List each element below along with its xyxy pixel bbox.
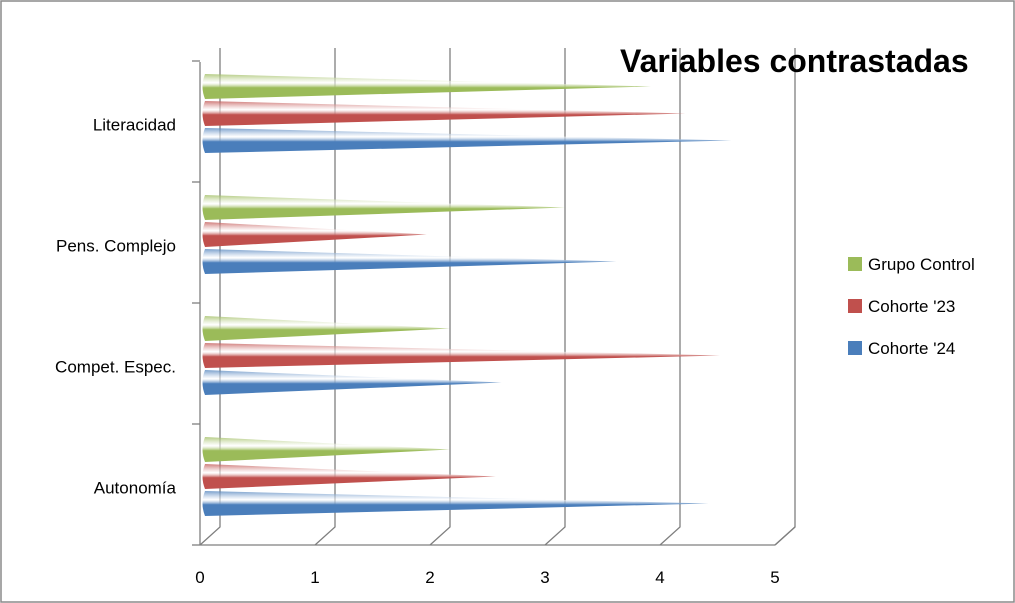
bar (202, 101, 686, 126)
y-tick-label: Pens. Complejo (56, 237, 176, 256)
axes (192, 60, 796, 546)
bar (202, 74, 651, 99)
legend-label: Cohorte '23 (868, 297, 955, 316)
x-tick-label: 5 (770, 568, 779, 587)
y-tick-label: Compet. Espec. (55, 358, 176, 377)
x-tick-label: 4 (655, 568, 664, 587)
gridline (659, 48, 681, 546)
bar (202, 195, 565, 220)
bar (202, 222, 427, 247)
x-tick-label: 2 (425, 568, 434, 587)
x-tick-label: 3 (540, 568, 549, 587)
y-tick-label: Autonomía (94, 479, 177, 498)
bar (202, 316, 450, 341)
bar (202, 249, 617, 274)
legend-label: Grupo Control (868, 255, 975, 274)
x-tick-label: 1 (310, 568, 319, 587)
bar (202, 437, 450, 462)
bars (202, 74, 732, 516)
axis-labels: 0 1 2 3 4 5 Autonomía Compet. Espec. Pens. Compl… (55, 116, 780, 588)
y-tick-label: Literacidad (93, 116, 176, 135)
legend-label: Cohorte '24 (868, 339, 955, 358)
gridline (544, 48, 566, 546)
x-tick-label: 0 (195, 568, 204, 587)
x-axis-depth (774, 526, 796, 546)
bar (202, 370, 502, 395)
bar (202, 491, 709, 516)
legend-swatch (848, 341, 862, 355)
legend: Grupo Control Cohorte '23 Cohorte '24 (848, 255, 975, 358)
chart-title: Variables contrastadas (620, 43, 969, 79)
legend-swatch (848, 299, 862, 313)
bar (202, 343, 720, 368)
legend-swatch (848, 257, 862, 271)
bar (202, 128, 732, 153)
bar (202, 464, 496, 489)
